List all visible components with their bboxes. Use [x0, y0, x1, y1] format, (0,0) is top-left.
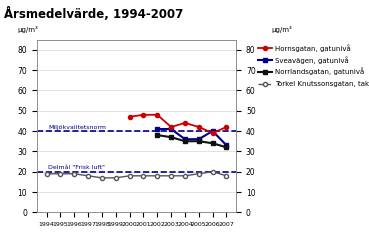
Text: μg/m³: μg/m³: [17, 26, 38, 33]
Legend: Hornsgatan, gatunivå, Sveavägen, gatunivå, Norrlandsgatan, gatunivå, Torkel Knut: Hornsgatan, gatunivå, Sveavägen, gatuniv…: [256, 41, 369, 90]
Text: Årsmedelvärde, 1994-2007: Årsmedelvärde, 1994-2007: [4, 7, 183, 21]
Text: Miljökvalitetsnorm: Miljökvalitetsnorm: [48, 125, 106, 130]
Text: μg/m³: μg/m³: [271, 26, 292, 33]
Text: Delmål "Frisk luft": Delmål "Frisk luft": [48, 165, 105, 170]
